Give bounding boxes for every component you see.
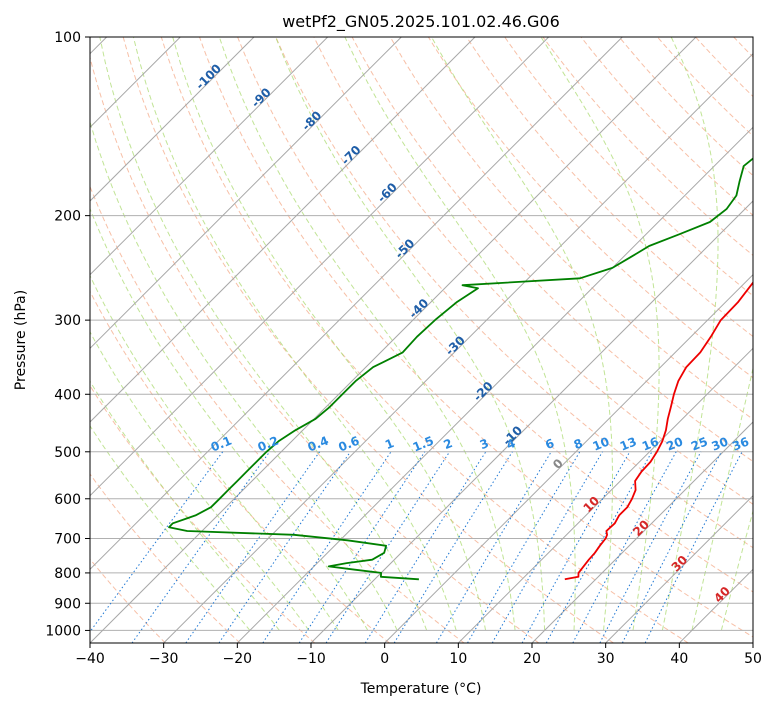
- mixing-ratio-label: 10: [591, 434, 612, 453]
- isotherm-gridline: [236, 126, 753, 643]
- moist-adiabat: [661, 37, 719, 631]
- mixing-ratio-line: [644, 451, 743, 643]
- isotherm-gridline: [90, 37, 550, 497]
- isotherm-gridline: [457, 347, 753, 643]
- moist-adiabat: [90, 120, 398, 631]
- moist-adiabat: [344, 37, 576, 631]
- x-tick-label: 20: [523, 651, 541, 667]
- mixing-ratio-line: [298, 451, 426, 643]
- dry-adiabat: [90, 473, 241, 643]
- moist-adiabat: [132, 37, 457, 631]
- isotherm-gridline: [531, 421, 753, 643]
- chart-title: wetPf2_GN05.2025.101.02.46.G06: [282, 12, 560, 32]
- x-tick-label: 30: [597, 651, 615, 667]
- mixing-ratio-line: [185, 451, 321, 643]
- mixing-ratio-line: [90, 451, 224, 633]
- mixing-ratio-label: 25: [689, 434, 710, 453]
- moist-adiabat: [172, 37, 487, 631]
- moist-adiabat: [90, 207, 369, 631]
- mixing-ratio-line: [572, 451, 677, 643]
- mixing-ratio-line: [218, 451, 351, 643]
- mixing-ratio-line: [325, 451, 451, 643]
- moist-adiabat: [540, 37, 660, 631]
- y-tick-label: 600: [54, 492, 81, 508]
- moist-adiabat: [90, 330, 310, 631]
- dry-adiabat: [160, 37, 689, 643]
- mixing-ratio-line: [262, 451, 392, 643]
- y-tick-label: 700: [54, 532, 81, 548]
- y-tick-label: 400: [54, 387, 81, 403]
- mixing-ratio-line: [435, 451, 552, 643]
- dry-adiabat: [237, 37, 753, 593]
- axes: −40 −30 −20 −10 0 10 20 30 40 50 100 200 300 400 500 60…: [45, 30, 762, 667]
- moist-adiabat: [90, 274, 339, 631]
- y-tick-label: 1000: [45, 623, 81, 639]
- dry-adiabat: [427, 37, 753, 379]
- mixing-ratio-line: [521, 451, 631, 643]
- x-tick-label: −10: [296, 651, 326, 667]
- x-tick-label: 10: [449, 651, 467, 667]
- y-tick-label: 500: [54, 445, 81, 461]
- moist-adiabat: [720, 509, 753, 631]
- x-tick-label: 50: [744, 651, 762, 667]
- isotherm-gridline: [310, 200, 753, 643]
- dry-adiabat: [90, 384, 316, 643]
- y-axis-label: Pressure (hPa): [13, 290, 29, 390]
- isotherm-gridline: [163, 52, 753, 643]
- dewpoint-profile-line: [168, 157, 753, 581]
- x-tick-label: −40: [75, 651, 105, 667]
- mixing-ratio-line: [131, 451, 271, 643]
- dry-adiabat: [580, 37, 753, 216]
- dry-adiabat: [504, 37, 753, 297]
- x-axis-label: Temperature (°C): [360, 681, 482, 697]
- dry-adiabat: [90, 185, 465, 643]
- isotherm-gridline: [605, 494, 753, 643]
- x-tick-label: −20: [223, 651, 253, 667]
- dry-adiabat: [313, 37, 753, 505]
- mixing-ratio-label: 16: [640, 434, 661, 453]
- y-tick-label: 800: [54, 566, 81, 582]
- moist-adiabat: [431, 37, 613, 631]
- isotherm-gridline: [90, 37, 697, 643]
- moist-adiabat: [691, 366, 753, 631]
- mixing-ratio-label: 13: [618, 434, 639, 453]
- y-tick-label: 300: [54, 313, 81, 329]
- mixing-ratio-line: [545, 451, 653, 643]
- mixing-ratio-label: 20: [664, 434, 685, 453]
- x-tick-label: −30: [149, 651, 179, 667]
- y-tick-label: 900: [54, 596, 81, 612]
- dry-adiabat: [90, 290, 390, 643]
- dry-adiabat: [466, 37, 753, 338]
- y-tick-label: 200: [54, 209, 81, 225]
- isotherm-gridline: [90, 37, 329, 276]
- moist-adiabat: [275, 37, 546, 631]
- plot-frame: [89, 36, 754, 644]
- moist-adiabat: [218, 37, 516, 631]
- isotherm-gridline: [90, 37, 255, 202]
- isotherm-gridline: [90, 37, 476, 423]
- mixing-ratio-line: [364, 451, 487, 643]
- moist-adiabat: [99, 37, 428, 631]
- isotherm-gridline: [384, 273, 753, 643]
- dry-adiabat: [90, 55, 540, 643]
- temperature-profile-line: [564, 281, 753, 581]
- x-tick-label: 40: [670, 651, 688, 667]
- mixing-ratio-label: 30: [709, 434, 730, 453]
- y-tick-label: 100: [54, 30, 81, 46]
- plot-area: [90, 37, 753, 643]
- mixing-ratio-label: 36: [730, 434, 751, 453]
- x-tick-label: 0: [380, 651, 389, 667]
- mixing-ratio-line: [599, 451, 702, 643]
- dry-adiabat: [122, 37, 614, 643]
- isotherm-gridline: [90, 37, 402, 350]
- isotherm-gridline: [90, 37, 623, 571]
